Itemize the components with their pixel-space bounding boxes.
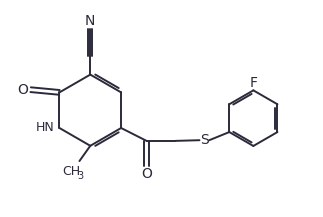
- Text: O: O: [141, 167, 152, 181]
- Text: O: O: [18, 83, 29, 97]
- Text: 3: 3: [78, 171, 84, 181]
- Text: HN: HN: [36, 122, 55, 135]
- Text: S: S: [200, 133, 209, 147]
- Text: CH: CH: [63, 165, 81, 178]
- Text: N: N: [85, 14, 96, 28]
- Text: F: F: [250, 76, 258, 90]
